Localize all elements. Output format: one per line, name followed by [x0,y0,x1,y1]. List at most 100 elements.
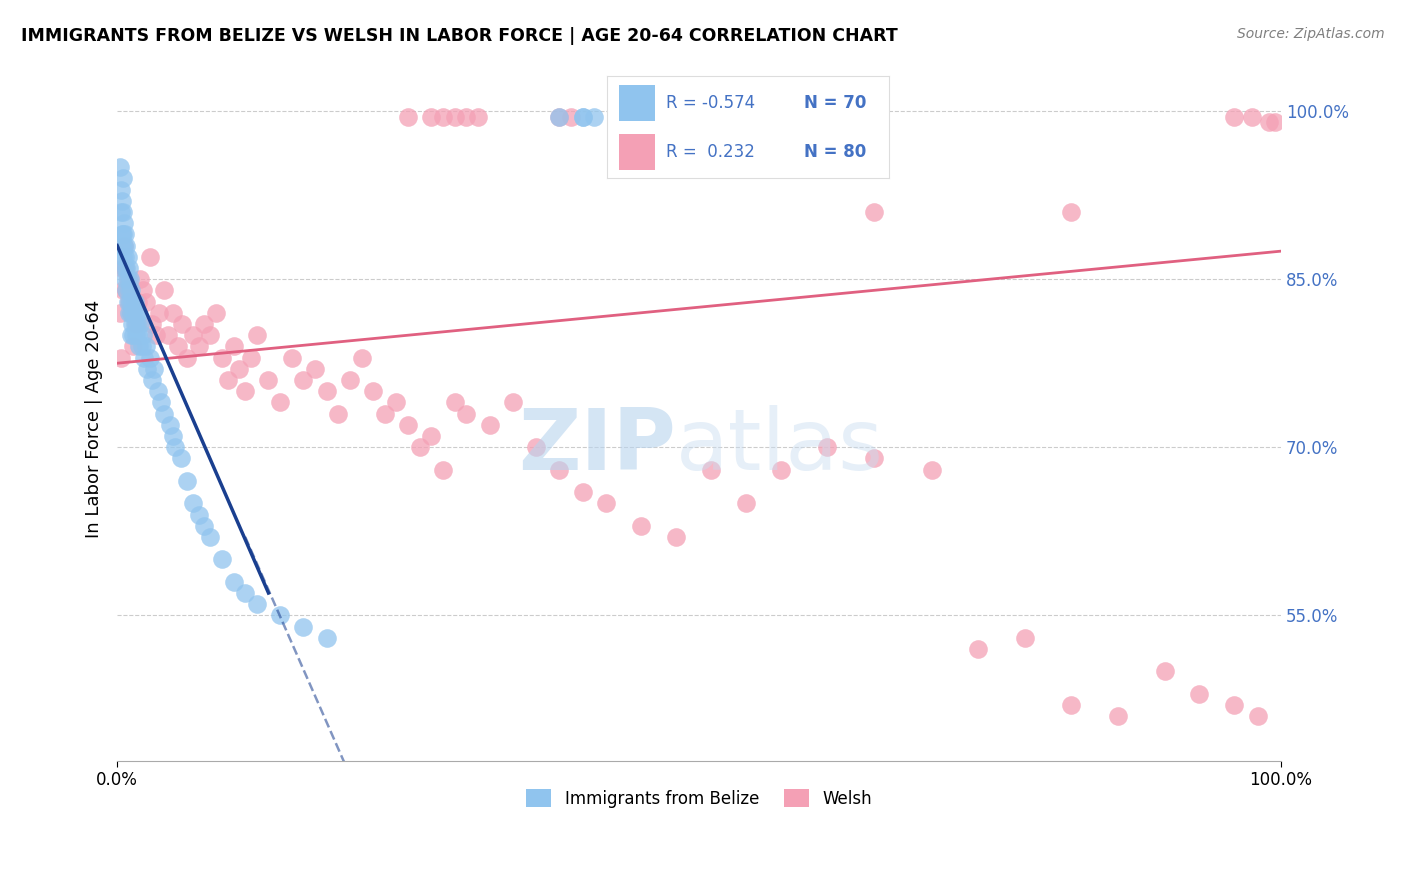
Point [1240,110,1263,124]
Point [193,317,215,331]
Point [350,351,373,365]
Point [125,328,148,343]
Point [110,351,132,365]
Point [157,328,180,343]
Point [172,317,194,331]
Point [129,317,152,331]
Point [135,294,157,309]
Point [304,361,326,376]
Point [456,110,478,124]
Point [502,395,524,409]
Point [1223,110,1246,124]
Point [125,317,148,331]
Point [166,339,188,353]
Point [409,440,432,454]
Point [112,216,135,230]
Point [478,417,501,432]
Point [1107,709,1129,723]
Point [121,294,143,309]
Point [141,373,163,387]
Point [150,395,173,409]
Point [1153,665,1175,679]
Point [548,463,571,477]
Text: atlas: atlas [676,405,884,488]
Point [1223,698,1246,712]
Point [583,110,606,124]
Point [162,306,184,320]
Point [132,351,155,365]
Point [118,306,141,320]
Y-axis label: In Labor Force | Age 20-64: In Labor Force | Age 20-64 [86,300,103,539]
Point [111,227,134,242]
Point [122,339,145,353]
Point [181,328,204,343]
Point [456,407,478,421]
Point [205,306,228,320]
Point [571,110,593,124]
Point [862,451,884,466]
Point [211,552,233,566]
Text: R =  0.232: R = 0.232 [666,144,755,161]
Point [467,110,489,124]
Point [127,306,149,320]
Text: Source: ZipAtlas.com: Source: ZipAtlas.com [1237,27,1385,41]
Point [162,429,184,443]
Point [222,339,245,353]
Point [967,642,990,657]
Point [1188,687,1211,701]
Point [143,361,166,376]
Point [111,238,134,252]
Point [128,339,150,353]
Point [111,171,134,186]
Point [112,238,135,252]
Point [114,250,136,264]
Point [114,227,136,242]
Point [115,238,138,252]
Point [111,205,134,219]
Text: ZIP: ZIP [517,405,676,488]
Point [246,597,269,611]
Point [595,496,617,510]
Point [396,110,419,124]
Point [292,373,315,387]
Point [1014,631,1036,645]
Point [122,328,145,343]
Point [176,351,198,365]
Point [117,250,139,264]
Point [240,351,263,365]
Point [146,384,169,399]
Point [115,284,138,298]
Point [127,328,149,343]
Text: IMMIGRANTS FROM BELIZE VS WELSH IN LABOR FORCE | AGE 20-64 CORRELATION CHART: IMMIGRANTS FROM BELIZE VS WELSH IN LABOR… [21,27,898,45]
Point [124,317,146,331]
Point [1258,115,1281,129]
Point [118,294,141,309]
Point [862,205,884,219]
Point [548,110,571,124]
Point [200,530,222,544]
Point [120,306,142,320]
Point [233,586,256,600]
Point [211,351,233,365]
Point [120,328,142,343]
Point [187,508,209,522]
Point [315,631,337,645]
FancyBboxPatch shape [619,135,655,170]
Point [1060,698,1083,712]
Point [339,373,361,387]
Point [187,339,209,353]
Point [117,272,139,286]
Point [118,294,141,309]
Point [122,306,145,320]
Point [125,317,148,331]
Point [361,384,384,399]
Point [769,463,792,477]
Point [129,272,152,286]
Point [257,373,280,387]
Point [228,361,250,376]
Point [152,284,174,298]
Point [110,182,132,196]
Point [233,384,256,399]
Point [108,306,131,320]
Point [114,272,136,286]
